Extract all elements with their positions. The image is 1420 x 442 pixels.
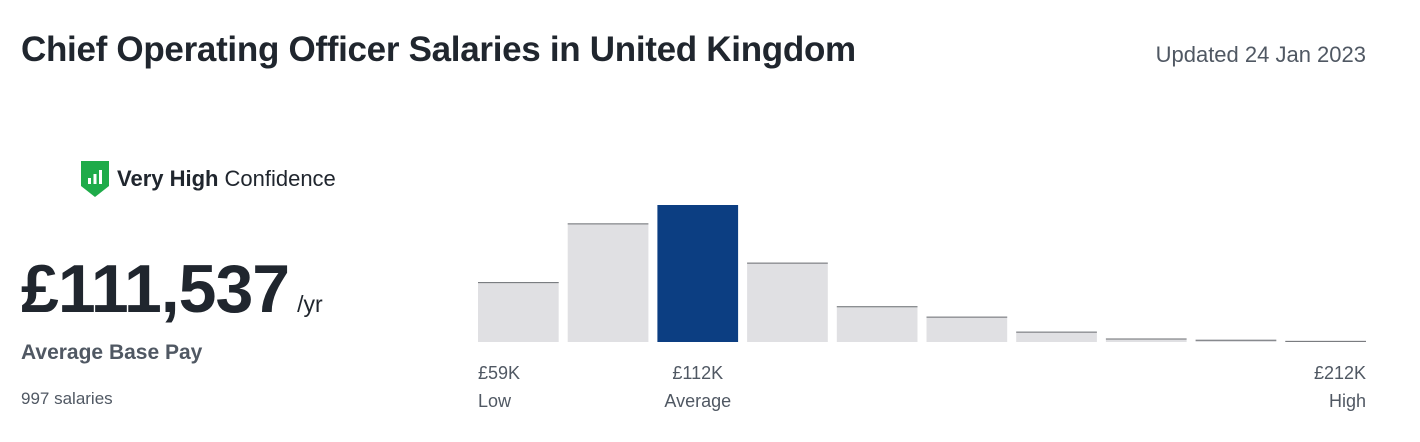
histogram-bar [1016,331,1097,342]
tick-label: High [1328,391,1366,411]
histogram-bar [1195,339,1277,342]
tick-label: Low [478,391,512,411]
page-title: Chief Operating Officer Salaries in Unit… [21,30,856,69]
bar-chart-shield-icon [81,161,109,197]
updated-date: Updated 24 Jan 2023 [1155,42,1366,67]
pay-amount: £111,537 [21,251,290,327]
tick-value: £212K [1313,363,1366,383]
confidence-badge: Very High Confidence [80,160,336,198]
tick-label: Average [664,391,732,411]
salaries-count: 997 salaries [21,389,113,408]
histogram-svg [478,205,1366,342]
histogram-bar-average [657,205,739,342]
histogram-bar [567,223,649,342]
histogram-bar [836,306,918,342]
histogram-bar [926,316,1008,342]
tick-value: £59K [478,363,521,383]
histogram-bar [1105,338,1187,342]
pay-unit: /yr [297,291,323,317]
average-pay: £111,537 /yr [21,250,323,328]
confidence-level: Very High [117,166,219,191]
pay-label: Average Base Pay [21,341,203,364]
salary-histogram [478,205,1366,342]
histogram-bar [747,262,828,342]
histogram-bar [478,282,559,342]
confidence-label: Confidence [224,166,336,191]
tick-value: £112K [672,363,724,383]
